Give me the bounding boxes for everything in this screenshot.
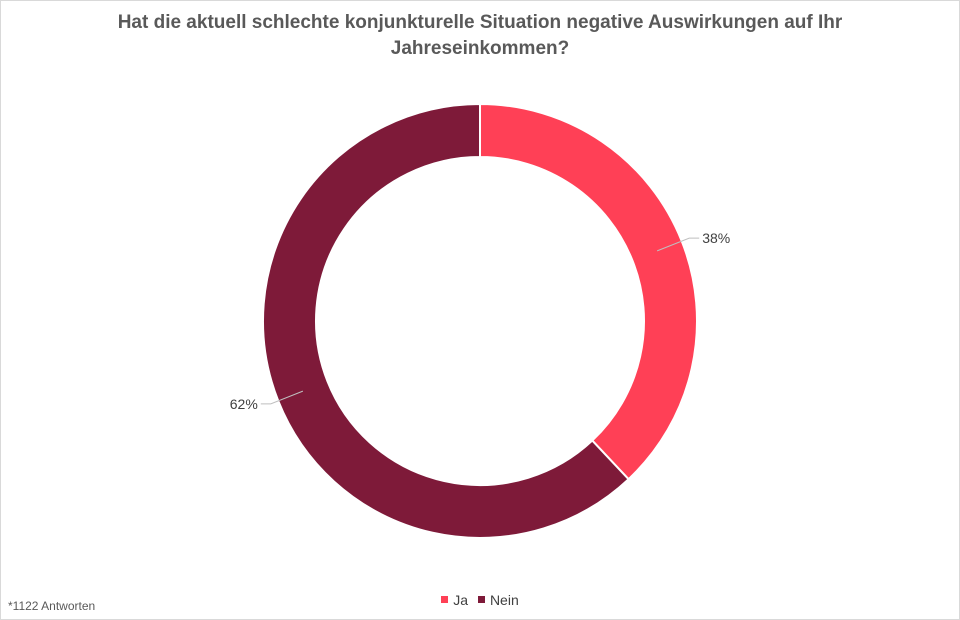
legend-item-ja: Ja xyxy=(441,592,468,608)
leader-line-nein xyxy=(260,390,304,405)
slice-nein xyxy=(262,102,630,539)
slice-ja xyxy=(479,102,698,481)
legend-label-nein: Nein xyxy=(489,591,519,608)
legend-swatch-ja xyxy=(441,596,449,603)
legend-swatch-nein xyxy=(477,596,485,603)
data-label-nein: 62% xyxy=(230,396,258,412)
footnote: *1122 Antworten xyxy=(8,599,96,613)
leader-line-ja xyxy=(656,237,700,252)
chart-legend: Ja Nein xyxy=(0,590,960,608)
legend-item-nein: Nein xyxy=(477,591,519,608)
data-label-ja: 38% xyxy=(702,230,730,246)
chart-title: Hat die aktuell schlechte konjunkturelle… xyxy=(117,12,843,59)
legend-label-ja: Ja xyxy=(453,591,469,608)
